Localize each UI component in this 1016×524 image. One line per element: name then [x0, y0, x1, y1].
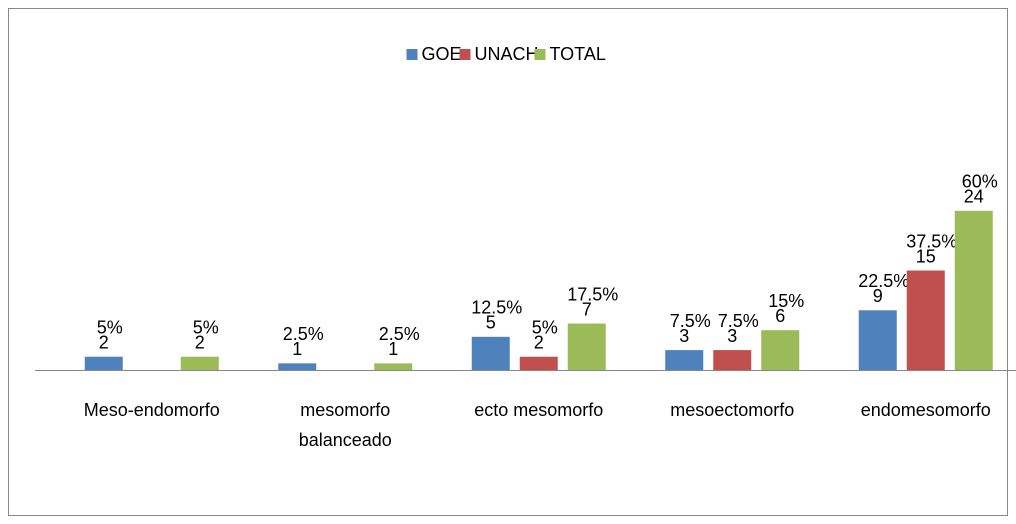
legend-swatch: [406, 49, 418, 60]
value-label: 6: [775, 306, 785, 326]
value-label: 15: [916, 246, 936, 266]
value-label: 2: [534, 332, 544, 352]
percent-label: 60%: [962, 172, 998, 192]
bar: [84, 356, 123, 370]
value-label: 2: [99, 332, 109, 352]
legend-label: TOTAL: [550, 44, 606, 64]
bar: [180, 356, 219, 370]
bar: [906, 270, 945, 370]
value-label: 24: [964, 187, 984, 207]
bar: [858, 310, 897, 370]
percent-label: 17.5%: [567, 284, 618, 304]
percent-label: 2.5%: [379, 324, 420, 344]
percent-label: 7.5%: [670, 311, 711, 331]
bar: [665, 350, 704, 370]
bar: [519, 356, 558, 370]
percent-label: 5%: [97, 317, 123, 337]
bar: [713, 350, 752, 370]
bar: [954, 210, 993, 370]
value-label: 1: [388, 339, 398, 359]
value-label: 3: [727, 326, 737, 346]
legend-swatch: [459, 49, 471, 60]
value-label: 5: [486, 313, 496, 333]
x-tick-label: ecto mesomorfo: [474, 400, 604, 420]
percent-label: 5%: [532, 317, 558, 337]
value-label: 2: [195, 332, 205, 352]
percent-label: 15%: [768, 291, 804, 311]
x-tick-label: Meso-endomorfo: [83, 400, 220, 420]
percent-label: 2.5%: [283, 324, 324, 344]
percent-label: 7.5%: [718, 311, 759, 331]
value-label: 3: [679, 326, 689, 346]
value-label: 9: [873, 286, 883, 306]
percent-label: 22.5%: [858, 271, 909, 291]
bar: [278, 363, 317, 370]
value-label: 7: [582, 299, 592, 319]
percent-label: 5%: [193, 317, 219, 337]
bar: [471, 336, 510, 370]
value-label: 1: [292, 339, 302, 359]
x-tick-label: endomesomorfo: [860, 400, 991, 420]
legend-label: UNACH: [475, 44, 539, 64]
bar: [567, 323, 606, 370]
percent-label: 37.5%: [906, 231, 957, 251]
bar: [761, 330, 800, 370]
chart-border: [8, 8, 1008, 516]
x-tick-label: mesomorfo balanceado: [298, 400, 392, 450]
legend-swatch: [534, 49, 546, 60]
x-tick-label: mesoectomorfo: [670, 400, 795, 420]
percent-label: 12.5%: [471, 298, 522, 318]
legend-label: GOE: [422, 44, 462, 64]
bar: [374, 363, 413, 370]
